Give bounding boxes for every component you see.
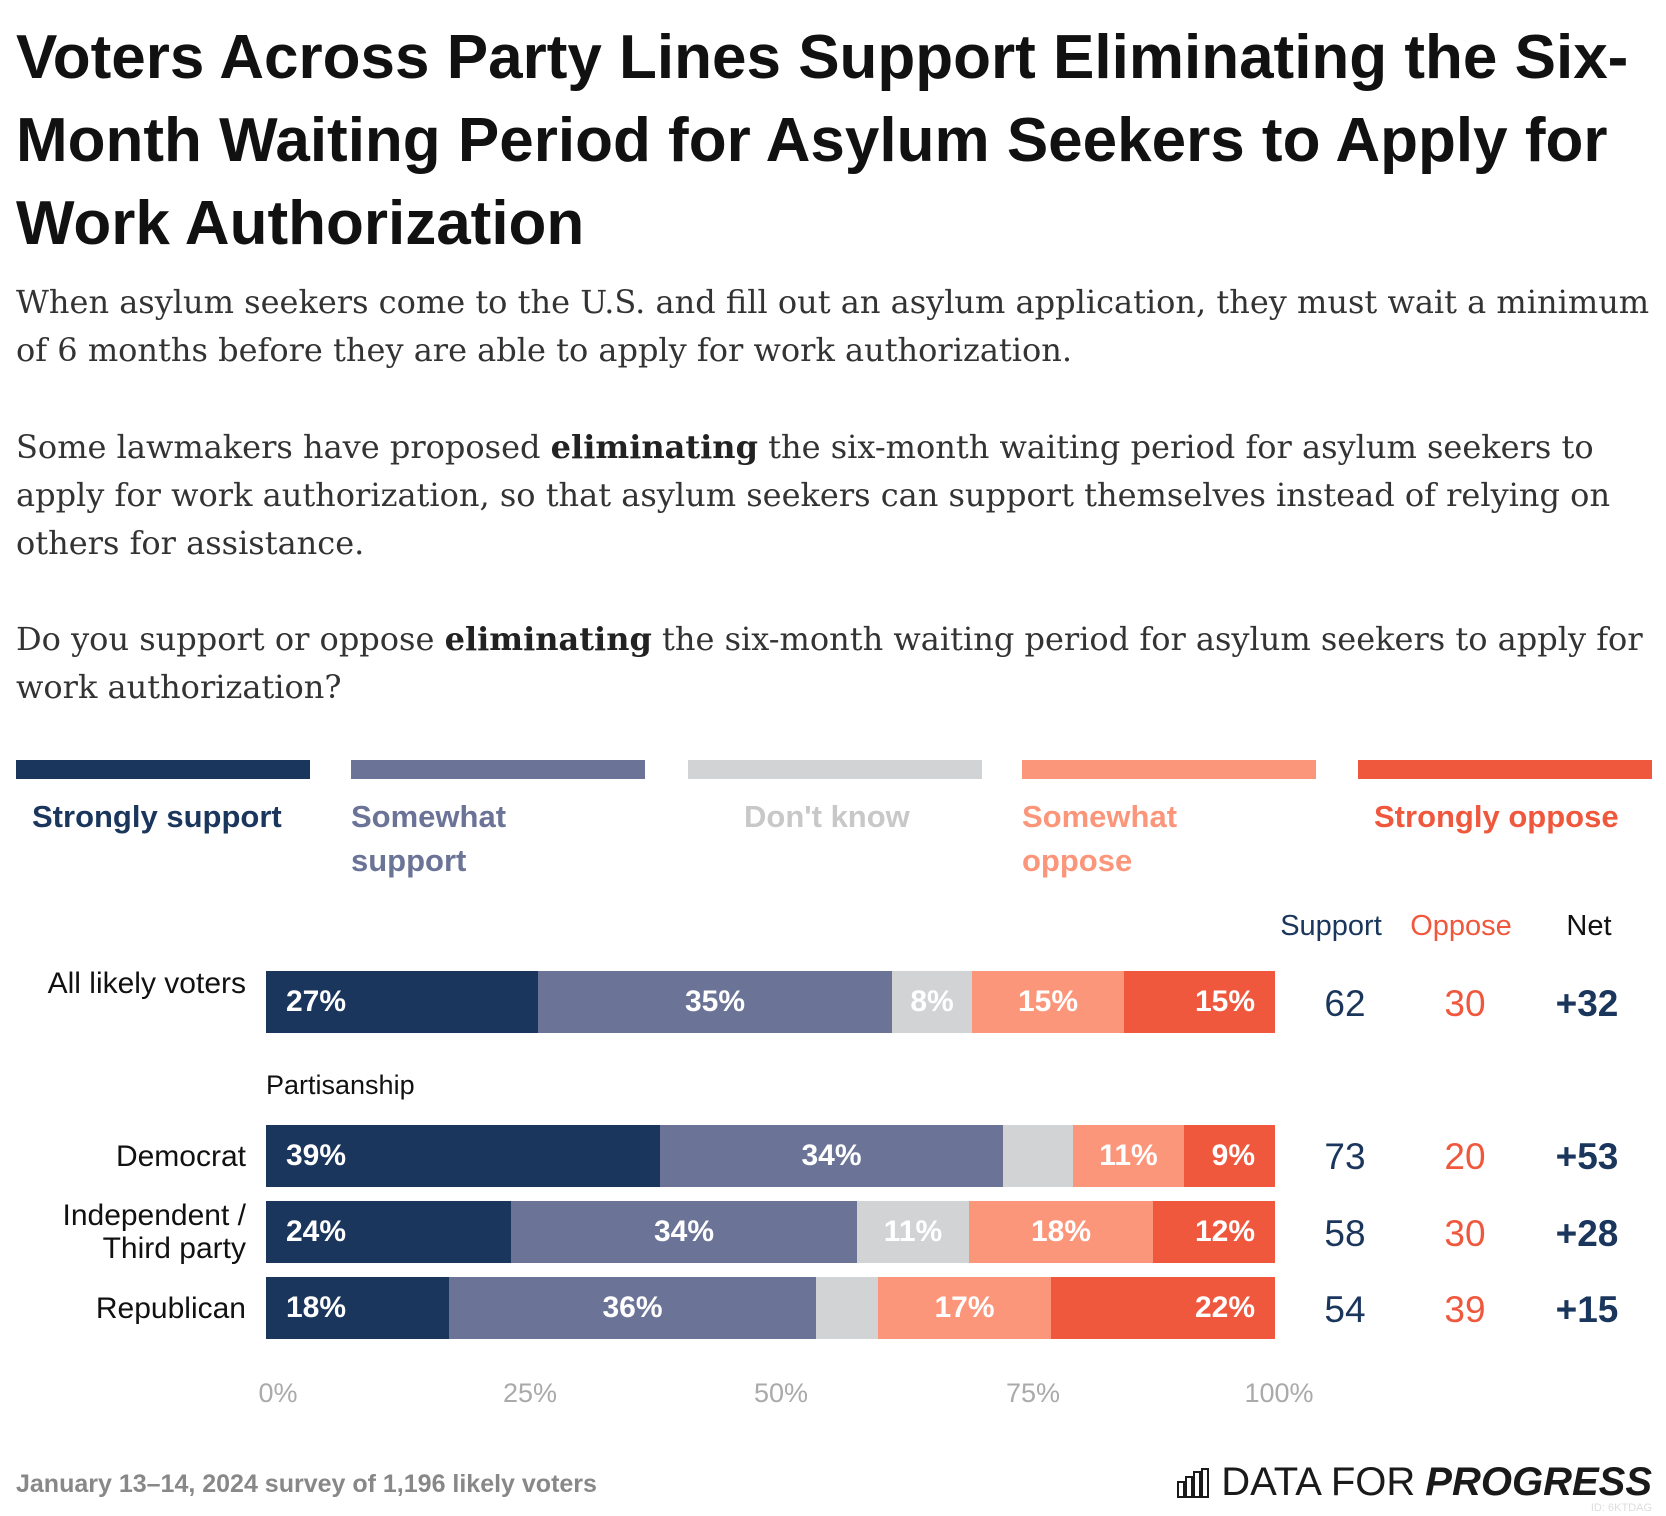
question-proposal: Some lawmakers have proposed eliminating… — [16, 423, 1656, 567]
brand-logo: DATA FOR PROGRESS — [1177, 1460, 1652, 1505]
bar-democrat-somewhat-support: 34% — [660, 1125, 1003, 1187]
row-label-independent: Independent / Third party — [62, 1199, 246, 1265]
column-header-net: Net — [1566, 910, 1612, 942]
column-header-support: Support — [1280, 910, 1382, 942]
net-value-independent: +28 — [1555, 1213, 1619, 1254]
net-value-democrat: +53 — [1555, 1136, 1619, 1177]
bar-label-independent-somewhat-oppose: 18% — [1030, 1215, 1092, 1248]
bar-all-strongly-oppose: 15% — [1124, 971, 1275, 1033]
bar-label-democrat-strongly-oppose: 9% — [1211, 1139, 1255, 1172]
question-context: When asylum seekers come to the U.S. and… — [16, 283, 1650, 369]
legend-item-somewhat-oppose: Somewhat oppose — [1022, 760, 1316, 883]
bar-republican-strongly-support: 18% — [266, 1277, 449, 1339]
prompt-emphasis: eliminating — [444, 620, 652, 658]
bar-democrat-somewhat-oppose: 11% — [1073, 1125, 1184, 1187]
bar-democrat-strongly-oppose: 9% — [1184, 1125, 1275, 1187]
bar-republican-somewhat-support: 36% — [449, 1277, 816, 1339]
legend-swatch-somewhat-support — [351, 760, 645, 779]
oppose-value-democrat: 20 — [1444, 1136, 1486, 1177]
legend-label-strongly-support: Strongly support — [32, 799, 282, 834]
net-value-republican: +15 — [1555, 1289, 1619, 1330]
bar-democrat-strongly-support: 39% — [266, 1125, 660, 1187]
chart-id: ID: 6KTDAG — [1590, 1502, 1652, 1514]
bar-label-independent-strongly-support: 24% — [286, 1215, 347, 1248]
x-tick-75: 75% — [1005, 1378, 1061, 1408]
bar-all-somewhat-support: 35% — [538, 971, 892, 1033]
group-label-partisanship: Partisanship — [266, 1070, 415, 1100]
bar-republican-strongly-oppose: 22% — [1051, 1277, 1275, 1339]
net-value-all: +32 — [1555, 983, 1619, 1024]
bar-label-republican-somewhat-support: 36% — [602, 1291, 663, 1324]
row-label-all-likely-voters: All likely voters — [47, 967, 246, 1000]
question-prompt: Do you support or oppose eliminating the… — [16, 615, 1656, 711]
bar-label-independent-somewhat-support: 34% — [653, 1215, 715, 1248]
proposal-emphasis: eliminating — [550, 428, 758, 466]
legend-label-strongly-oppose: Strongly oppose — [1374, 799, 1619, 834]
proposal-text-a: Some lawmakers have proposed — [16, 428, 551, 466]
legend-swatch-strongly-support — [16, 760, 310, 779]
bar-label-all-somewhat-support: 35% — [684, 985, 746, 1018]
bar-all-strongly-support: 27% — [266, 971, 538, 1033]
x-tick-25: 25% — [502, 1378, 558, 1408]
legend-label-somewhat-support: Somewhat support — [351, 799, 507, 878]
column-header-oppose: Oppose — [1410, 910, 1512, 942]
x-tick-50: 50% — [753, 1378, 809, 1408]
x-tick-100: 100% — [1244, 1378, 1314, 1408]
bar-label-all-dont-know: 8% — [910, 985, 954, 1018]
bar-label-all-strongly-support: 27% — [286, 985, 347, 1018]
bar-label-democrat-somewhat-support: 34% — [801, 1139, 862, 1172]
legend-item-strongly-oppose: Strongly oppose — [1358, 760, 1652, 839]
legend-swatch-dont-know — [688, 760, 982, 779]
bar-label-democrat-strongly-support: 39% — [286, 1139, 347, 1172]
bar-label-all-somewhat-oppose: 15% — [1017, 985, 1079, 1018]
support-value-republican: 54 — [1324, 1289, 1366, 1330]
brand-text-light: DATA FOR — [1221, 1460, 1416, 1504]
chart-title: Voters Across Party Lines Support Elimin… — [16, 23, 1629, 258]
bar-label-independent-dont-know: 11% — [883, 1215, 943, 1248]
bar-all-somewhat-oppose: 15% — [972, 971, 1124, 1033]
bar-label-all-strongly-oppose: 15% — [1194, 985, 1255, 1018]
legend-swatch-strongly-oppose — [1358, 760, 1652, 779]
prompt-text-b: the six-month waiting period for asylum … — [16, 620, 1643, 706]
bar-independent-strongly-oppose: 12% — [1153, 1201, 1275, 1263]
survey-source: January 13–14, 2024 survey of 1,196 like… — [16, 1470, 597, 1498]
legend-item-strongly-support: Strongly support — [16, 760, 310, 839]
bar-republican-dont-know — [816, 1277, 878, 1339]
proposal-text-b: the six-month waiting period for asylum … — [16, 428, 1611, 562]
bar-all-dont-know: 8% — [892, 971, 972, 1033]
bar-independent-dont-know: 11% — [857, 1201, 969, 1263]
bar-independent-strongly-support: 24% — [266, 1201, 511, 1263]
legend-label-dont-know: Don't know — [744, 799, 910, 834]
brand-text-bold: PROGRESS — [1425, 1460, 1652, 1504]
legend-swatch-somewhat-oppose — [1022, 760, 1316, 779]
row-label-republican: Republican — [95, 1292, 246, 1325]
bar-label-democrat-somewhat-oppose: 11% — [1099, 1139, 1158, 1172]
support-value-independent: 58 — [1324, 1213, 1366, 1254]
bar-label-independent-strongly-oppose: 12% — [1194, 1215, 1255, 1248]
prompt-text-a: Do you support or oppose — [16, 620, 445, 658]
oppose-value-independent: 30 — [1444, 1213, 1486, 1254]
legend-label-somewhat-oppose: Somewhat oppose — [1022, 799, 1178, 878]
bar-chart-icon — [1177, 1467, 1210, 1498]
legend-item-somewhat-support: Somewhat support — [351, 760, 645, 883]
bar-independent-somewhat-oppose: 18% — [969, 1201, 1153, 1263]
bar-label-republican-strongly-oppose: 22% — [1194, 1291, 1255, 1324]
support-value-all: 62 — [1324, 983, 1366, 1024]
oppose-value-republican: 39 — [1444, 1289, 1486, 1330]
bar-republican-somewhat-oppose: 17% — [878, 1277, 1051, 1339]
row-label-democrat: Democrat — [115, 1140, 246, 1173]
bar-label-republican-somewhat-oppose: 17% — [934, 1291, 995, 1324]
bar-label-republican-strongly-support: 18% — [286, 1291, 347, 1324]
support-value-democrat: 73 — [1324, 1136, 1366, 1177]
legend-item-dont-know: Don't know — [688, 760, 982, 839]
bar-democrat-dont-know — [1003, 1125, 1073, 1187]
x-tick-0: 0% — [258, 1378, 298, 1408]
oppose-value-all: 30 — [1444, 983, 1486, 1024]
bar-independent-somewhat-support: 34% — [511, 1201, 857, 1263]
